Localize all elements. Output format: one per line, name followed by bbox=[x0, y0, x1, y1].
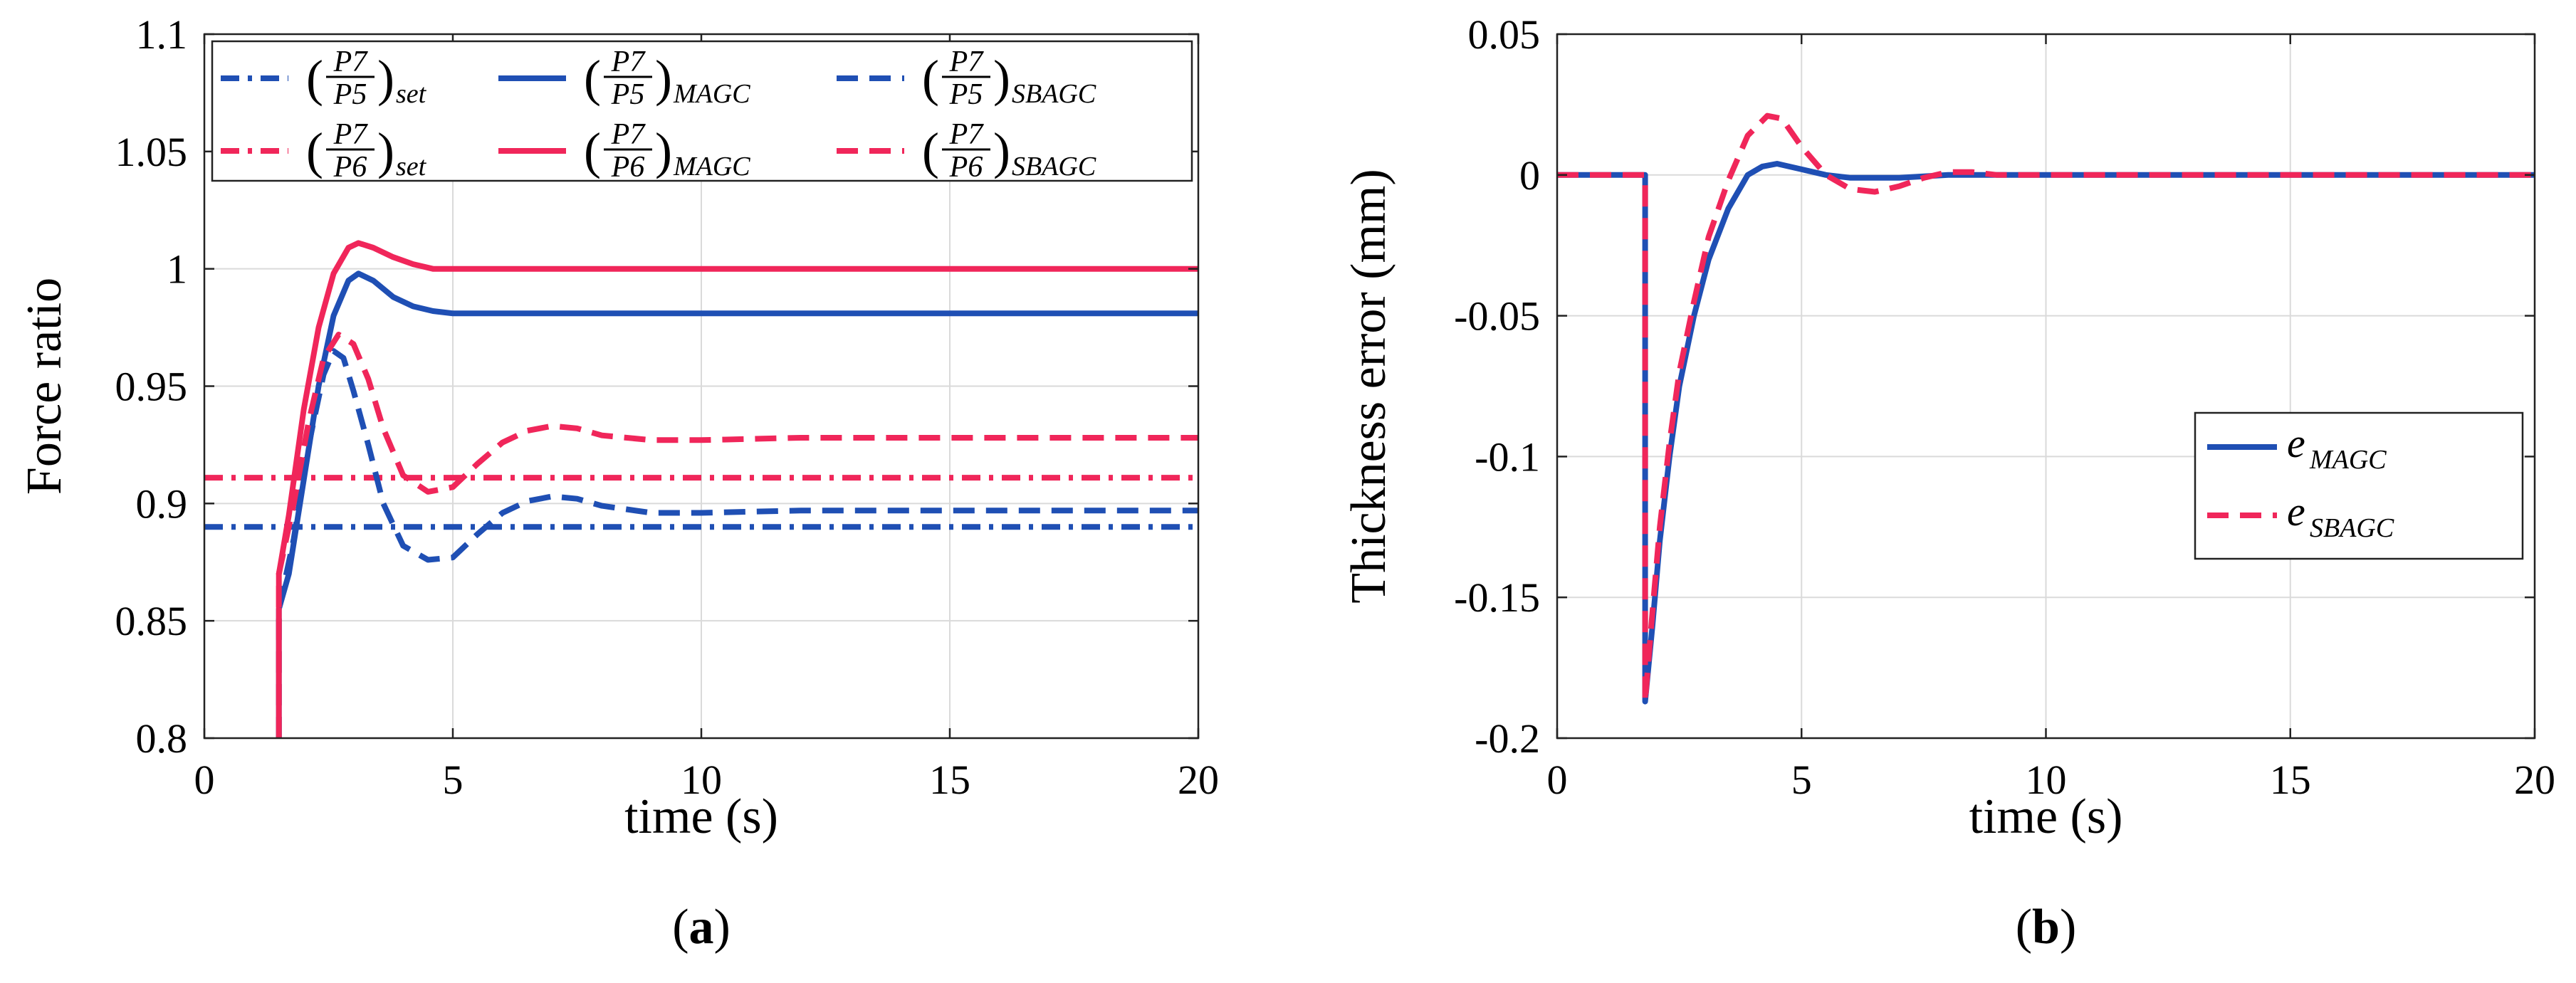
series-line--p7-p5-sbagc bbox=[276, 348, 1198, 738]
x-tick-label: 20 bbox=[2514, 757, 2555, 803]
panel-label-close: ) bbox=[2060, 900, 2076, 955]
panel-label-close: ) bbox=[714, 900, 731, 955]
y-axis-label: Thickness error (mm) bbox=[1341, 169, 1396, 603]
x-tick-label: 0 bbox=[1547, 757, 1568, 803]
legend-paren-open: ( bbox=[584, 122, 601, 179]
legend-paren-open: ( bbox=[306, 122, 323, 179]
legend-denominator: P6 bbox=[949, 151, 983, 184]
legend-numerator: P7 bbox=[949, 118, 985, 151]
grid-lines bbox=[1557, 34, 2535, 738]
legend-denominator: P5 bbox=[333, 78, 367, 111]
y-axis-label: Force ratio bbox=[17, 278, 72, 495]
series-line--p7-p6-magc bbox=[276, 240, 1198, 738]
legend-paren-close: ) bbox=[655, 122, 672, 179]
panel-label-open: ( bbox=[2016, 900, 2032, 955]
y-tick-label: 1 bbox=[167, 246, 187, 293]
x-axis-label: time (s) bbox=[624, 789, 778, 844]
y-tick-label: -0.1 bbox=[1475, 433, 1540, 480]
legend-paren-open: ( bbox=[306, 50, 323, 107]
y-tick-label: 0.05 bbox=[1468, 11, 1541, 58]
series-group bbox=[1557, 112, 2535, 705]
legend-item: e MAGC bbox=[2207, 420, 2387, 475]
legend-denominator: P5 bbox=[949, 78, 983, 111]
legend-subscript: MAGC bbox=[2309, 445, 2387, 475]
x-tick-label: 20 bbox=[1178, 757, 1219, 803]
legend-symbol: e bbox=[2287, 488, 2305, 535]
x-tick-label: 15 bbox=[929, 757, 970, 803]
legend-paren-close: ) bbox=[377, 50, 394, 107]
legend-subscript: SBAGC bbox=[1012, 152, 1096, 182]
legend-subscript: SBAGC bbox=[1012, 79, 1096, 109]
panel-label-letter: b bbox=[2032, 900, 2060, 955]
y-tick-label: 0.8 bbox=[136, 715, 188, 762]
ticks: 0 5 10 15 20 0.8 0.85 0.9 0.95 1 1.05 1.1 bbox=[115, 11, 1220, 803]
legend-numerator: P7 bbox=[611, 118, 646, 151]
y-tick-label: -0.2 bbox=[1475, 715, 1540, 762]
y-tick-label: 0.95 bbox=[115, 364, 188, 410]
y-tick-label: 1.1 bbox=[136, 11, 188, 58]
panel-b: 0 5 10 15 20 -0.2 -0.15 -0.1 -0.05 0 0.05 time (s) T… bbox=[1341, 11, 2555, 955]
panel-label: (a) bbox=[672, 900, 731, 955]
legend-subscript: set bbox=[396, 79, 427, 109]
series-group bbox=[204, 240, 1198, 738]
y-tick-label: 0.9 bbox=[136, 480, 188, 527]
x-tick-label: 15 bbox=[2270, 757, 2311, 803]
legend-subscript: set bbox=[396, 152, 427, 182]
y-tick-label: 0.85 bbox=[115, 598, 188, 644]
legend-paren-close: ) bbox=[993, 50, 1010, 107]
x-tick-label: 10 bbox=[2026, 757, 2067, 803]
ticks: 0 5 10 15 20 -0.2 -0.15 -0.1 -0.05 0 0.05 bbox=[1454, 11, 2555, 803]
legend-symbol: e bbox=[2287, 420, 2305, 466]
legend-paren-open: ( bbox=[584, 50, 601, 107]
panel-a: 0 5 10 15 20 0.8 0.85 0.9 0.95 1 1.05 1.1 time (s) Fo… bbox=[17, 11, 1219, 955]
legend-paren-close: ) bbox=[993, 122, 1010, 179]
y-tick-label: 1.05 bbox=[115, 129, 188, 175]
legend-numerator: P7 bbox=[949, 46, 985, 78]
y-tick-label: -0.15 bbox=[1454, 574, 1540, 621]
legend-subscript: MAGC bbox=[673, 152, 750, 182]
legend-box bbox=[211, 40, 1193, 182]
legend-numerator: P7 bbox=[333, 46, 369, 78]
x-tick-label: 0 bbox=[194, 757, 215, 803]
x-tick-label: 10 bbox=[681, 757, 722, 803]
legend-denominator: P6 bbox=[611, 151, 645, 184]
legend-denominator: P6 bbox=[333, 151, 367, 184]
legend-subscript: SBAGC bbox=[2310, 513, 2394, 543]
legend-paren-open: ( bbox=[922, 50, 939, 107]
y-tick-label: 0 bbox=[1519, 152, 1540, 199]
panel-label-letter: a bbox=[689, 900, 714, 955]
panel-label: (b) bbox=[2016, 900, 2077, 955]
x-tick-label: 5 bbox=[1791, 757, 1812, 803]
x-axis-label: time (s) bbox=[1969, 789, 2123, 844]
legend-denominator: P5 bbox=[611, 78, 645, 111]
legend-paren-open: ( bbox=[922, 122, 939, 179]
legend-item: e SBAGC bbox=[2207, 488, 2394, 543]
legend-paren-close: ) bbox=[655, 50, 672, 107]
y-tick-label: -0.05 bbox=[1454, 293, 1540, 340]
x-tick-label: 5 bbox=[443, 757, 464, 803]
panel-label-open: ( bbox=[672, 900, 688, 955]
legend-subscript: MAGC bbox=[673, 79, 750, 109]
legend-numerator: P7 bbox=[611, 46, 646, 78]
legend-box bbox=[2194, 411, 2524, 560]
series-line-esbagc bbox=[1557, 112, 2535, 705]
legend-numerator: P7 bbox=[333, 118, 369, 151]
legend-paren-close: ) bbox=[377, 122, 394, 179]
series-line--p7-p6-sbagc bbox=[276, 332, 1198, 738]
series-line--p7-p5-magc bbox=[276, 270, 1198, 738]
